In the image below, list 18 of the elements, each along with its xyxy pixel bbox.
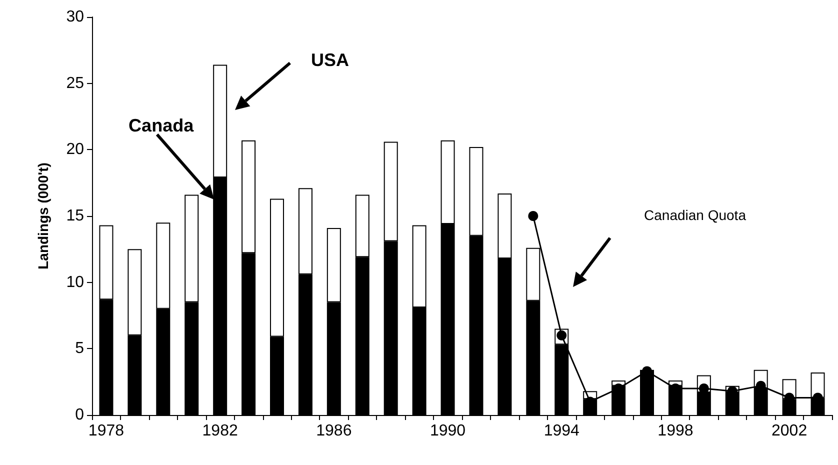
annotation: Canada — [128, 116, 195, 136]
x-tick-label: 2002 — [772, 422, 808, 440]
y-tick-label: 15 — [66, 208, 84, 224]
annotation: USA — [310, 50, 350, 70]
x-tick-label: 1982 — [202, 422, 238, 440]
x-tick-label: 1978 — [88, 422, 124, 440]
x-tick-label: 1998 — [658, 422, 694, 440]
y-tick-label: 10 — [66, 274, 84, 291]
x-tick-label: 1990 — [430, 422, 466, 440]
annotation: Canadian Quota — [644, 207, 746, 223]
y-tick-label: 0 — [75, 406, 84, 424]
x-tick-label: 1986 — [316, 422, 352, 440]
y-tick-label: 5 — [75, 340, 84, 358]
y-tick-label: 20 — [66, 141, 84, 158]
x-tick-label: 1994 — [544, 422, 580, 440]
y-axis-title: Landings (000't) — [35, 162, 51, 270]
y-tick-label: 25 — [66, 74, 84, 92]
y-tick-label: 30 — [66, 8, 84, 26]
